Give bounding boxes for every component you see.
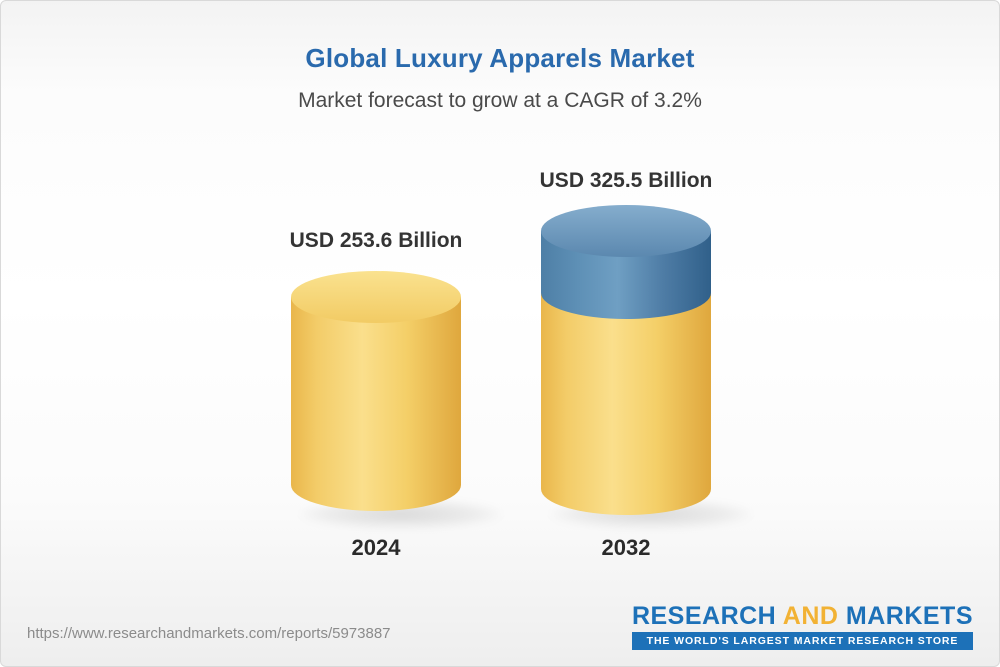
value-label-2024: USD 253.6 Billion (289, 229, 463, 252)
bar-2032-cylinder (541, 205, 711, 515)
category-label-2032: 2032 (601, 535, 651, 560)
category-label-2024: 2024 (351, 535, 401, 560)
chart-subtitle: Market forecast to grow at a CAGR of 3.2… (298, 89, 702, 112)
logo-word-and: AND (782, 602, 839, 630)
report-url: https://www.researchandmarkets.com/repor… (27, 625, 391, 642)
research-and-markets-logo: RESEARCH AND MARKETS THE WORLD'S LARGEST… (631, 603, 973, 651)
bar-2024-cylinder (291, 271, 461, 511)
logo-wordmark: RESEARCH AND MARKETS (632, 603, 973, 629)
logo-word-markets: MARKETS (845, 602, 973, 630)
logo-word-research: RESEARCH (631, 602, 777, 630)
value-label-2032: USD 325.5 Billion (539, 169, 713, 192)
chart-title: Global Luxury Apparels Market (305, 43, 695, 73)
logo-tagline: THE WORLD'S LARGEST MARKET RESEARCH STOR… (631, 632, 973, 651)
